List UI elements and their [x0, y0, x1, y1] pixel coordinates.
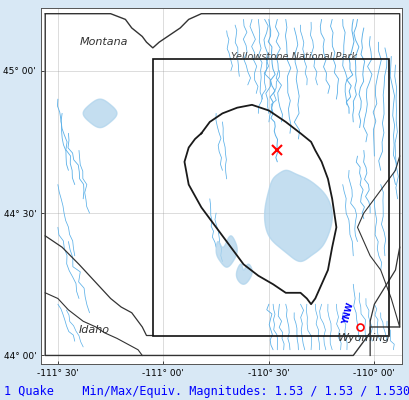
Polygon shape [83, 99, 117, 128]
Polygon shape [216, 236, 237, 267]
Polygon shape [236, 264, 252, 284]
Text: Yellowstone National Park: Yellowstone National Park [231, 52, 356, 62]
Text: 1 Quake    Min/Max/Equiv. Magnitudes: 1.53 / 1.53 / 1.530: 1 Quake Min/Max/Equiv. Magnitudes: 1.53 … [4, 385, 409, 398]
Bar [153, 59, 388, 336]
Text: Montana: Montana [80, 37, 128, 47]
Text: Wyoming: Wyoming [337, 333, 389, 343]
Text: Idaho: Idaho [78, 325, 109, 335]
Text: YNW: YNW [340, 302, 355, 326]
Polygon shape [264, 170, 331, 262]
